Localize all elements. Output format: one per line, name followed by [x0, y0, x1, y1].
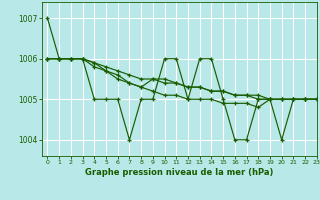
X-axis label: Graphe pression niveau de la mer (hPa): Graphe pression niveau de la mer (hPa)	[85, 168, 273, 177]
